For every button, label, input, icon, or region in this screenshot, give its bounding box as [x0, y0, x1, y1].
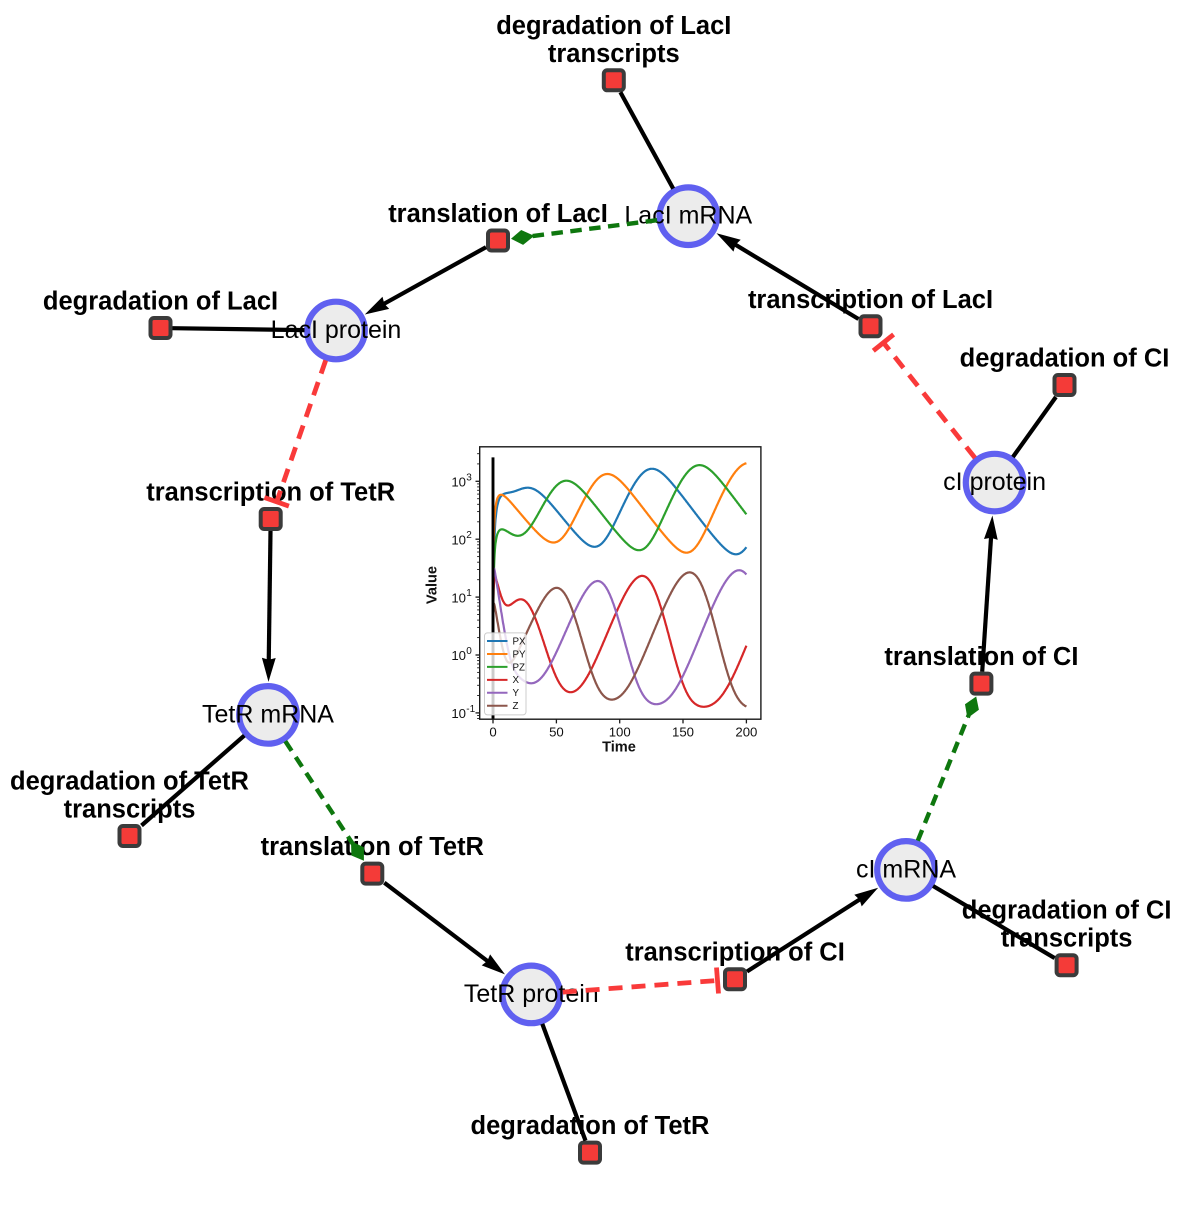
svg-text:cI protein: cI protein	[943, 468, 1046, 496]
svg-text:100: 100	[609, 725, 631, 740]
svg-text:TetR mRNA: TetR mRNA	[202, 700, 334, 728]
svg-text:degradation of TetR: degradation of TetR	[471, 1112, 710, 1140]
svg-text:degradation of TetR: degradation of TetR	[10, 768, 249, 796]
svg-text:PZ: PZ	[513, 662, 526, 673]
svg-text:50: 50	[549, 725, 564, 740]
svg-text:X: X	[513, 675, 520, 686]
svg-text:0: 0	[466, 646, 472, 657]
svg-text:degradation of CI: degradation of CI	[962, 897, 1172, 925]
svg-text:degradation of CI: degradation of CI	[960, 345, 1170, 373]
svg-text:transcription of CI: transcription of CI	[625, 939, 845, 967]
svg-text:Z: Z	[513, 701, 519, 712]
svg-text:LacI mRNA: LacI mRNA	[624, 202, 752, 230]
svg-text:PY: PY	[513, 649, 527, 660]
svg-text:-1: -1	[466, 704, 475, 715]
svg-text:degradation of LacI: degradation of LacI	[43, 288, 278, 316]
svg-text:PX: PX	[513, 636, 527, 647]
svg-text:200: 200	[735, 725, 757, 740]
svg-text:transcription of LacI: transcription of LacI	[748, 286, 993, 314]
svg-text:1: 1	[466, 588, 472, 599]
svg-text:Value: Value	[424, 566, 440, 604]
svg-text:10: 10	[451, 532, 466, 547]
svg-text:TetR protein: TetR protein	[464, 980, 599, 1008]
svg-text:Y: Y	[513, 688, 520, 699]
svg-text:10: 10	[451, 590, 466, 605]
svg-text:translation of LacI: translation of LacI	[388, 200, 608, 228]
svg-text:degradation of LacI: degradation of LacI	[496, 12, 731, 40]
svg-text:10: 10	[451, 475, 466, 490]
svg-text:0: 0	[489, 725, 496, 740]
svg-text:3: 3	[466, 472, 472, 483]
svg-text:translation of TetR: translation of TetR	[261, 833, 484, 861]
svg-text:Time: Time	[602, 740, 636, 756]
svg-text:2: 2	[466, 530, 472, 541]
svg-text:transcripts: transcripts	[548, 40, 680, 68]
svg-text:transcription of TetR: transcription of TetR	[146, 479, 395, 507]
svg-text:150: 150	[672, 725, 694, 740]
svg-text:10: 10	[451, 648, 466, 663]
svg-text:cI mRNA: cI mRNA	[856, 855, 956, 883]
svg-text:10: 10	[451, 706, 466, 721]
svg-text:transcripts: transcripts	[64, 796, 196, 824]
